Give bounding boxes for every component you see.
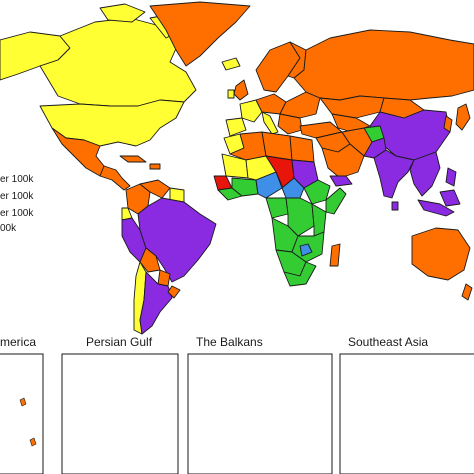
- saudi-arabia: [321, 143, 365, 179]
- bolivia: [139, 247, 161, 273]
- russia: [293, 29, 474, 101]
- italy: [261, 111, 279, 135]
- argentina: [139, 271, 173, 335]
- sri-lanka: [391, 201, 399, 211]
- inset-balkans-map: [187, 353, 333, 474]
- west-africa-coast: [213, 175, 233, 191]
- iberia: [225, 117, 247, 137]
- southeast-asia-mainland: [409, 151, 441, 197]
- legend-item-2: er 100k: [0, 191, 34, 202]
- legend-item-1: er 100k: [0, 174, 34, 185]
- inset-title-america: merica: [0, 335, 36, 349]
- iceland: [221, 57, 241, 71]
- balkans: [277, 113, 303, 135]
- india: [373, 149, 415, 199]
- kenya-tanzania: [311, 203, 327, 237]
- inset-persian-gulf-map: [61, 353, 179, 474]
- legend: er 100k er 100k er 100k 00k: [0, 174, 34, 234]
- borneo: [439, 189, 461, 207]
- indonesia: [417, 199, 455, 217]
- inset-america-island: [19, 397, 27, 407]
- inset-title-southeast-asia: Southeast Asia: [348, 335, 428, 349]
- inset-southeast-asia-map: [339, 353, 474, 474]
- central-african-rep: [281, 177, 305, 199]
- philippines: [445, 167, 457, 187]
- scandinavia: [255, 41, 301, 93]
- greenland: [149, 1, 251, 67]
- uk: [233, 79, 249, 101]
- france: [239, 99, 263, 123]
- nigeria: [255, 171, 283, 199]
- legend-item-4: 00k: [0, 223, 17, 234]
- cameroon-gabon: [265, 197, 289, 219]
- inset-frame-america: [0, 353, 44, 474]
- west-sahel: [231, 177, 259, 197]
- congo-drc: [285, 197, 315, 237]
- madagascar: [329, 243, 341, 267]
- korea: [443, 115, 453, 133]
- venezuela: [139, 179, 171, 199]
- japan: [455, 103, 471, 131]
- legend-item-3: er 100k: [0, 208, 34, 219]
- south-africa: [283, 261, 317, 287]
- cuba: [119, 155, 147, 163]
- australia: [411, 227, 471, 281]
- ireland: [227, 89, 235, 99]
- uruguay: [167, 285, 181, 299]
- new-zealand: [461, 283, 473, 301]
- arctic-islands: [99, 3, 146, 23]
- insets: merica Persian Gulf The Balkans: [0, 335, 474, 474]
- hispaniola: [149, 163, 161, 170]
- somalia: [325, 187, 347, 215]
- central-america: [99, 165, 131, 191]
- ethiopia: [303, 179, 331, 205]
- zimbabwe: [299, 243, 313, 257]
- inset-title-persian-gulf: Persian Gulf: [86, 335, 153, 349]
- inset-title-balkans: The Balkans: [196, 335, 263, 349]
- inset-america-island-2: [29, 437, 37, 447]
- egypt: [289, 135, 315, 163]
- kazakhstan: [319, 95, 385, 119]
- yemen: [329, 175, 353, 187]
- world-map: [0, 1, 474, 335]
